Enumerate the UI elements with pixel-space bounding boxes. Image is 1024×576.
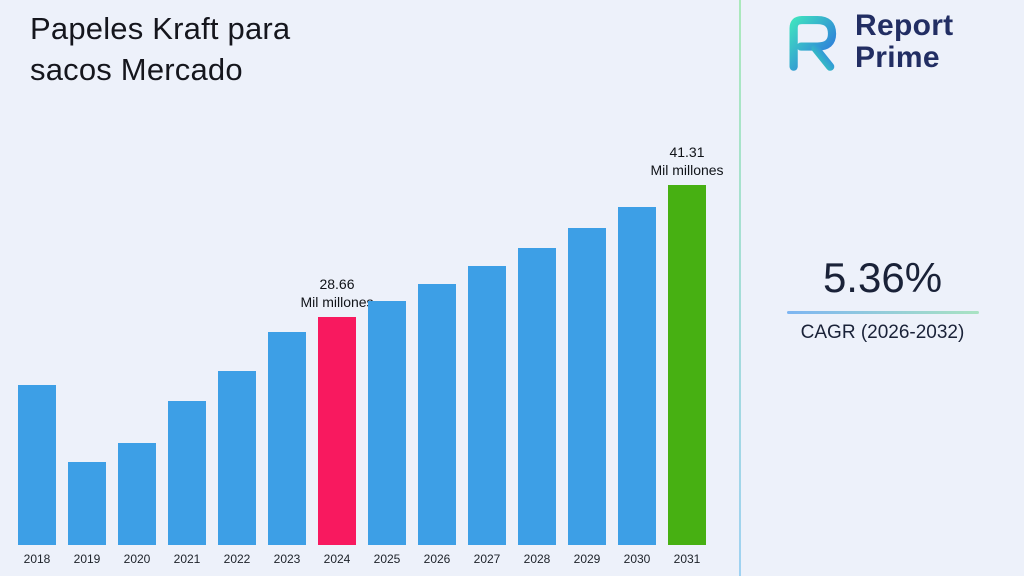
bar-column-2020: 2020 <box>118 443 156 566</box>
bar-2030 <box>618 207 656 545</box>
bar-column-2022: 2022 <box>218 371 256 566</box>
brand-logo: Report Prime <box>779 10 953 73</box>
cagr-label: CAGR (2026-2032) <box>800 322 965 343</box>
bar-column-2019: 2019 <box>68 462 106 566</box>
x-tick-2025: 2025 <box>373 552 401 566</box>
section-divider <box>739 0 741 576</box>
stat-underline <box>786 311 979 314</box>
annotation-unit: Mil millones <box>300 294 374 311</box>
bar-2031 <box>668 185 706 545</box>
annotation-value: 28.66 <box>319 276 355 293</box>
x-tick-2020: 2020 <box>123 552 151 566</box>
bar-2027 <box>468 266 506 545</box>
brand-name-line1: Report <box>855 9 954 42</box>
bar-2029 <box>568 228 606 545</box>
bar-column-2025: 2025 <box>368 301 406 566</box>
title-line-2: sacos Mercado <box>30 52 243 88</box>
x-tick-2027: 2027 <box>473 552 501 566</box>
bar-2022 <box>218 371 256 545</box>
x-tick-2018: 2018 <box>23 552 51 566</box>
bar-2018 <box>18 385 56 545</box>
cagr-stat: 5.36% CAGR (2026-2032) <box>741 254 1024 344</box>
annotation-value: 41.31 <box>669 144 705 161</box>
bar-column-2029: 2029 <box>568 228 606 566</box>
x-tick-2028: 2028 <box>523 552 551 566</box>
annotation-unit: Mil millones <box>650 162 724 179</box>
right-panel: Report Prime 5.36% CAGR (2026-2032) <box>741 0 1024 576</box>
bar-2023 <box>268 332 306 545</box>
bar-2021 <box>168 401 206 545</box>
x-tick-2031: 2031 <box>673 552 701 566</box>
x-tick-2019: 2019 <box>73 552 101 566</box>
brand-name: Report Prime <box>855 10 953 73</box>
bar-column-2031: 41.31 Mil millones 2031 <box>650 144 723 566</box>
bar-column-2027: 2027 <box>468 266 506 566</box>
bar-chart: 2018 2019 2020 2021 2022 2023 28.66 Mil millone… <box>18 144 724 566</box>
bar-2020 <box>118 443 156 545</box>
bar-2024 <box>318 317 356 545</box>
brand-name-line2: Prime <box>855 40 940 74</box>
bar-annotation-2031: 41.31 Mil millones <box>650 144 723 180</box>
x-tick-2021: 2021 <box>173 552 201 566</box>
bar-column-2028: 2028 <box>518 248 556 566</box>
x-tick-2030: 2030 <box>623 552 651 566</box>
bar-2019 <box>68 462 106 545</box>
bar-2028 <box>518 248 556 545</box>
title-line-1: Papeles Kraft para <box>30 11 291 46</box>
bar-2025 <box>368 301 406 545</box>
x-tick-2024: 2024 <box>323 552 351 566</box>
bar-column-2024: 28.66 Mil millones 2024 <box>300 276 373 566</box>
bar-annotation-2024: 28.66 Mil millones <box>300 276 373 312</box>
bar-2026 <box>418 284 456 545</box>
x-tick-2023: 2023 <box>273 552 301 566</box>
bar-column-2026: 2026 <box>418 284 456 566</box>
x-tick-2029: 2029 <box>573 552 601 566</box>
bar-column-2023: 2023 <box>268 332 306 566</box>
bar-column-2030: 2030 <box>618 207 656 566</box>
x-tick-2022: 2022 <box>223 552 251 566</box>
bar-column-2021: 2021 <box>168 401 206 566</box>
page-title: Papeles Kraft para sacos Mercado <box>30 8 290 90</box>
report-prime-logo-icon <box>789 15 837 71</box>
x-tick-2026: 2026 <box>423 552 451 566</box>
cagr-value: 5.36% <box>822 254 943 301</box>
bar-column-2018: 2018 <box>18 385 56 566</box>
